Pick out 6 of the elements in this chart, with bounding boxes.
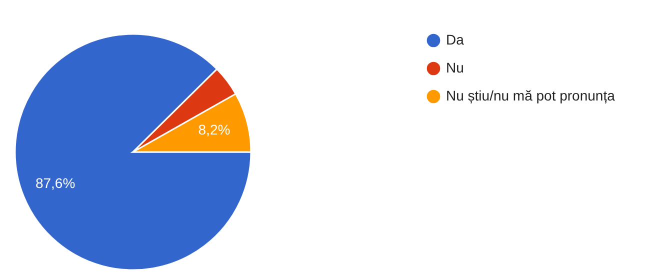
data-label: 8,2% — [198, 122, 230, 138]
legend-label: Nu știu/nu mă pot pronunța — [446, 88, 616, 104]
data-label: 87,6% — [35, 174, 76, 191]
legend-label: Nu — [446, 60, 464, 76]
legend-label: Da — [446, 32, 464, 48]
pie-slice — [14, 33, 252, 271]
